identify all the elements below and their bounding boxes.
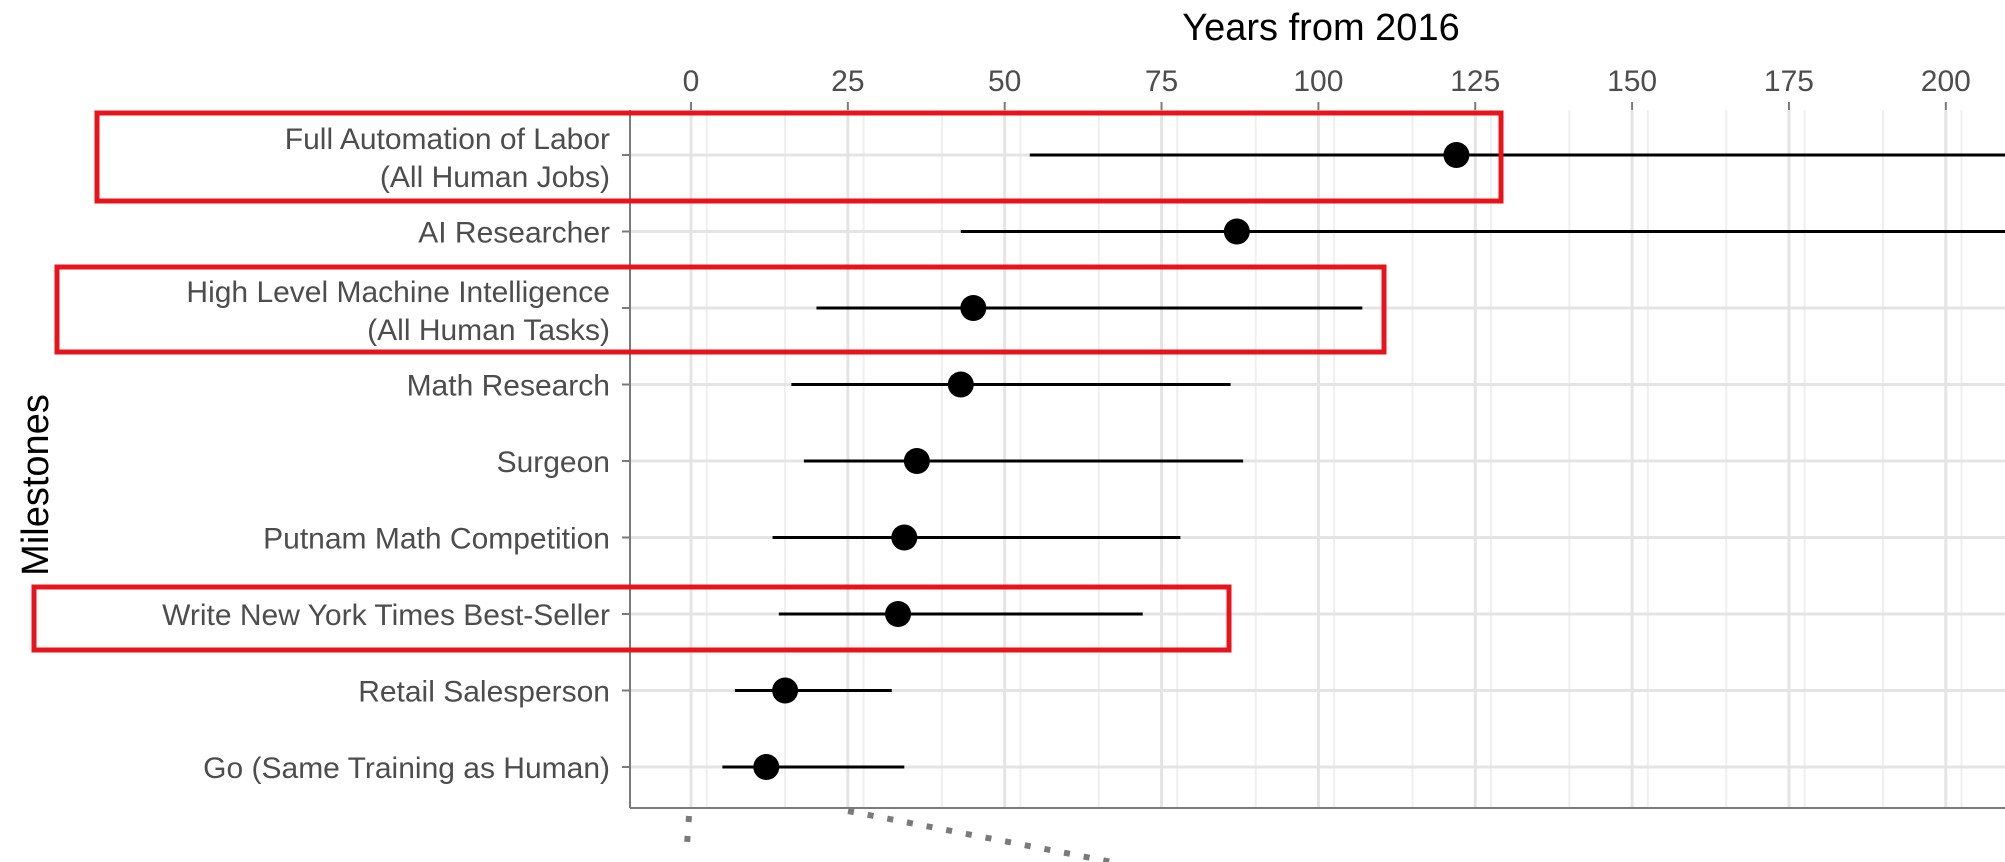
x-axis-title: Years from 2016: [1182, 7, 1459, 49]
milestone-label: Go (Same Training as Human): [203, 752, 610, 785]
highlight-box: [94, 110, 1504, 204]
milestone-label-line2: (All Human Jobs): [380, 161, 610, 194]
milestone-label-line2: (All Human Tasks): [367, 314, 610, 347]
x-tick-label: 150: [1607, 65, 1657, 98]
zoom-connector-right: [847, 808, 1113, 862]
milestone-label: Math Research: [407, 370, 610, 403]
estimate-point: [885, 601, 912, 627]
x-tick-label: 75: [1145, 65, 1178, 98]
estimate-point: [753, 754, 780, 780]
x-tick-label: 100: [1293, 65, 1343, 98]
estimate-point: [903, 448, 930, 474]
estimate-point: [960, 295, 987, 321]
estimate-point: [1443, 142, 1470, 168]
milestone-labels: Full Automation of Labor (All Human Jobs)…: [162, 123, 610, 785]
highlight-box: [54, 264, 1387, 355]
x-tick-label: 200: [1921, 65, 1971, 98]
zoom-connector-lines: [684, 808, 1113, 862]
milestone-label: Write New York Times Best-Seller: [162, 599, 610, 632]
estimate-point: [947, 371, 974, 398]
milestone-label: AI Researcher: [418, 217, 610, 250]
milestone-marks: [722, 142, 2005, 780]
highlight-box: [31, 584, 1232, 653]
x-tick-label: 0: [683, 65, 700, 98]
axes: 0 25 50 75 100 125 150 175 200: [622, 65, 2005, 809]
highlight-boxes: [31, 110, 1504, 653]
x-tick-label: 50: [988, 65, 1021, 98]
estimate-point: [772, 677, 799, 704]
x-tick-label: 125: [1450, 65, 1500, 98]
milestone-label: High Level Machine Intelligence: [186, 276, 610, 309]
milestone-label: Retail Salesperson: [358, 676, 610, 709]
milestone-label: Putnam Math Competition: [263, 523, 610, 556]
y-axis-title: Milestones: [15, 394, 57, 576]
zoom-connector-left: [684, 815, 692, 846]
x-tick-label: 175: [1764, 65, 1814, 98]
milestone-label: Full Automation of Labor: [285, 123, 610, 156]
estimate-point: [891, 524, 918, 551]
x-tick-label: 25: [831, 65, 864, 98]
estimate-point: [1223, 218, 1250, 245]
milestone-label: Surgeon: [497, 446, 610, 479]
